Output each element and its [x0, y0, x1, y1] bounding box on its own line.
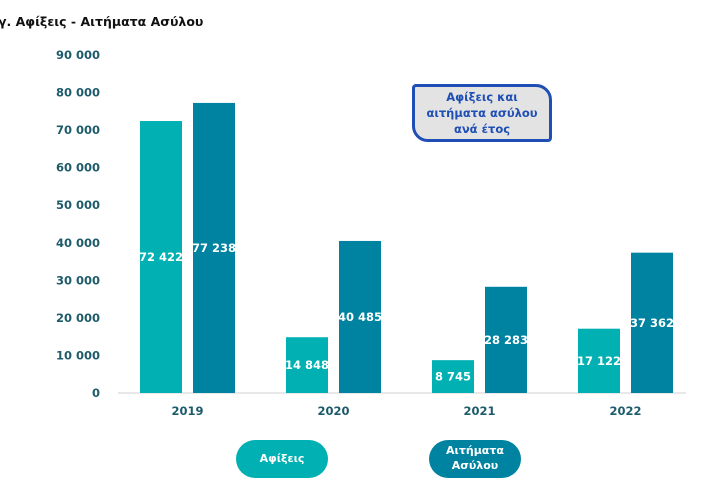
x-tick-label: 2021	[463, 404, 495, 418]
bar	[631, 252, 673, 393]
y-tick-label: 70 000	[56, 123, 100, 137]
data-label: 28 283	[484, 333, 528, 347]
bar	[286, 337, 328, 393]
chart-annotation: Αφίξεις και αιτήματα ασύλου ανά έτος	[412, 84, 552, 142]
legend-item-asylum-applications[interactable]: Αιτήματα Ασύλου	[429, 440, 521, 478]
bar	[485, 286, 527, 393]
x-tick-label: 2020	[317, 404, 349, 418]
legend-item-arrivals[interactable]: Αφίξεις	[236, 440, 328, 478]
y-tick-label: 40 000	[56, 236, 100, 250]
legend-label: Αιτήματα Ασύλου	[446, 444, 504, 472]
bar	[193, 102, 235, 393]
y-tick-label: 0	[92, 386, 100, 400]
y-tick-label: 80 000	[56, 86, 100, 100]
y-tick-label: 20 000	[56, 311, 100, 325]
annotation-text: Αφίξεις και αιτήματα ασύλου ανά έτος	[426, 89, 538, 137]
data-label: 14 848	[285, 358, 329, 372]
bar	[578, 328, 620, 393]
data-label: 37 362	[630, 316, 674, 330]
y-tick-label: 60 000	[56, 161, 100, 175]
data-label: 17 122	[577, 354, 621, 368]
y-tick-label: 30 000	[56, 273, 100, 287]
bar	[140, 121, 182, 394]
data-label: 40 485	[338, 310, 382, 324]
bar	[432, 360, 474, 393]
chart-title: γ. Αφίξεις - Αιτήματα Ασύλου	[0, 14, 204, 29]
y-tick-label: 10 000	[56, 348, 100, 362]
legend-label: Αφίξεις	[259, 451, 305, 465]
y-tick-label: 90 000	[56, 48, 100, 62]
bar	[339, 240, 381, 393]
y-tick-label: 50 000	[56, 198, 100, 212]
data-label: 8 745	[435, 370, 471, 384]
data-label: 77 238	[192, 241, 236, 255]
x-tick-label: 2022	[609, 404, 641, 418]
x-tick-label: 2019	[171, 404, 203, 418]
data-label: 72 422	[139, 250, 183, 264]
